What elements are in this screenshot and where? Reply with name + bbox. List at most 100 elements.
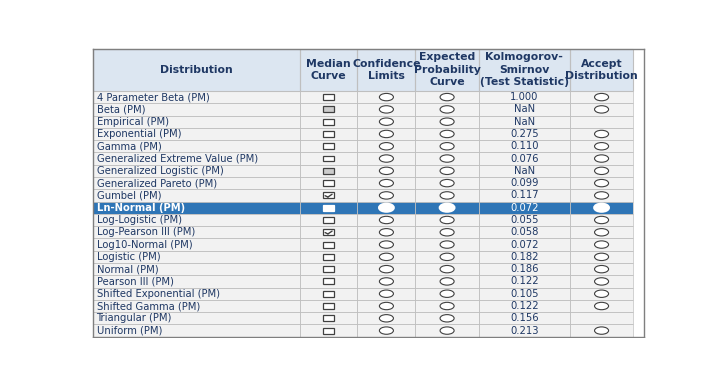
Bar [93, 177, 300, 189]
Bar [357, 263, 416, 275]
Bar [416, 300, 479, 312]
Circle shape [595, 167, 608, 174]
Bar [93, 116, 300, 128]
Circle shape [380, 118, 393, 125]
Text: Exponential (PM): Exponential (PM) [96, 129, 181, 139]
Circle shape [380, 266, 393, 273]
Circle shape [595, 204, 608, 211]
Bar [479, 49, 570, 91]
Circle shape [440, 315, 454, 322]
Text: NaN: NaN [514, 117, 535, 127]
Bar [416, 201, 479, 214]
Bar [300, 140, 357, 152]
Circle shape [595, 290, 608, 298]
Bar [300, 103, 357, 116]
Text: 0.099: 0.099 [510, 178, 539, 188]
Circle shape [440, 327, 454, 334]
Bar [323, 254, 334, 260]
Bar [570, 91, 633, 103]
Text: Kolmogorov-
Smirnov
(Test Statistic): Kolmogorov- Smirnov (Test Statistic) [480, 52, 569, 87]
Bar [357, 226, 416, 238]
Text: Normal (PM): Normal (PM) [96, 264, 158, 274]
Circle shape [595, 266, 608, 273]
Text: 0.182: 0.182 [510, 252, 539, 262]
Circle shape [380, 179, 393, 187]
Bar [570, 238, 633, 251]
Bar [479, 116, 570, 128]
Text: 0.110: 0.110 [510, 141, 539, 151]
Circle shape [440, 106, 454, 113]
Bar [93, 189, 300, 201]
Bar [570, 49, 633, 91]
Circle shape [595, 327, 608, 334]
Text: Expected
Probability
Curve: Expected Probability Curve [413, 52, 480, 87]
Bar [416, 140, 479, 152]
Bar [479, 312, 570, 325]
Bar [357, 201, 416, 214]
Text: 0.275: 0.275 [510, 129, 539, 139]
Bar [323, 266, 334, 272]
Bar [479, 251, 570, 263]
Bar [357, 165, 416, 177]
Circle shape [380, 192, 393, 199]
Bar [93, 214, 300, 226]
Circle shape [440, 253, 454, 261]
Bar [570, 177, 633, 189]
Bar [570, 165, 633, 177]
Bar [93, 300, 300, 312]
Bar [570, 288, 633, 300]
Bar [357, 251, 416, 263]
Bar [300, 226, 357, 238]
Bar [570, 189, 633, 201]
Bar [416, 263, 479, 275]
Text: Ln-Normal (PM): Ln-Normal (PM) [96, 203, 185, 213]
Text: Generalized Logistic (PM): Generalized Logistic (PM) [96, 166, 224, 176]
Bar [357, 288, 416, 300]
Bar [570, 325, 633, 337]
Circle shape [595, 179, 608, 187]
Bar [357, 128, 416, 140]
Bar [416, 152, 479, 165]
Bar [416, 165, 479, 177]
Circle shape [595, 216, 608, 224]
Text: Generalized Pareto (PM): Generalized Pareto (PM) [96, 178, 216, 188]
Text: Shifted Gamma (PM): Shifted Gamma (PM) [96, 301, 200, 311]
Text: 0.076: 0.076 [510, 154, 539, 163]
Bar [479, 325, 570, 337]
Bar [93, 201, 300, 214]
Bar [300, 214, 357, 226]
Text: NaN: NaN [514, 105, 535, 114]
Circle shape [440, 216, 454, 224]
Bar [416, 177, 479, 189]
Circle shape [440, 179, 454, 187]
Circle shape [380, 278, 393, 285]
Bar [416, 128, 479, 140]
Bar [300, 288, 357, 300]
Bar [300, 263, 357, 275]
Text: Triangular (PM): Triangular (PM) [96, 313, 172, 323]
Circle shape [440, 229, 454, 236]
Circle shape [380, 93, 393, 101]
Bar [93, 275, 300, 288]
Circle shape [595, 192, 608, 199]
Bar [357, 140, 416, 152]
Bar [323, 143, 334, 149]
Bar [416, 312, 479, 325]
Bar [357, 238, 416, 251]
Bar [479, 288, 570, 300]
Bar [479, 238, 570, 251]
Bar [323, 192, 334, 198]
Bar [300, 325, 357, 337]
Text: 0.105: 0.105 [510, 289, 539, 299]
Circle shape [595, 93, 608, 101]
Bar [93, 238, 300, 251]
Bar [300, 275, 357, 288]
Circle shape [440, 241, 454, 248]
Bar [93, 152, 300, 165]
Text: NaN: NaN [514, 166, 535, 176]
Text: Confidence
Limits: Confidence Limits [352, 59, 421, 81]
Bar [570, 116, 633, 128]
Bar [416, 325, 479, 337]
Bar [93, 263, 300, 275]
Bar [479, 300, 570, 312]
